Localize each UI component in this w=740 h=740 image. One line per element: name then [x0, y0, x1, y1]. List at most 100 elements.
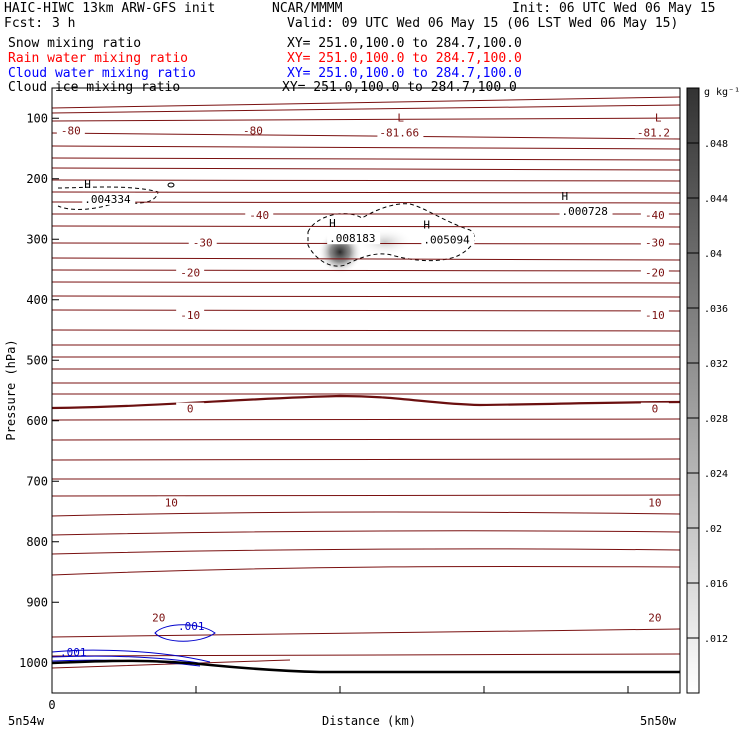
x-ticks [195, 686, 629, 693]
y-tick-label: 200 [26, 172, 48, 186]
contour-label-bg [640, 308, 669, 321]
temperature-labels: -80 -40 -40 -30 -30 -20 -20 -10 -10 0 0 10 10 20 20 -80 [56, 124, 669, 624]
contour-label-bg [56, 124, 85, 137]
colorbar [686, 87, 700, 694]
y-tick-label: 100 [26, 111, 48, 125]
y-tick-label: 500 [26, 353, 48, 367]
contour-label-bg [640, 266, 669, 279]
colorbar-tick-label: .04 [704, 249, 722, 260]
x-left-location: 5n54w [8, 714, 45, 728]
init-time: Init: 06 UTC Wed 06 May 15 [512, 1, 716, 16]
low-marker: L [655, 111, 662, 124]
y-tick-label: 900 [26, 595, 48, 609]
plot-frame [51, 87, 681, 694]
y-tick-label: 400 [26, 293, 48, 307]
extrema-value: -81.2 [637, 126, 670, 139]
extrema-labels: L -81.66 L -81.2 H .004334 H .008183 H .005094 H .0… [82, 111, 674, 246]
x-right-location: 5n50w [640, 714, 677, 728]
colorbar-tick-label: .032 [704, 359, 728, 370]
temp-contour-label-right: 20 [648, 611, 661, 624]
temp-contour-label-left: -30 [193, 236, 213, 249]
colorbar-tick-label: .016 [704, 579, 728, 590]
contour-label-bg [157, 496, 186, 509]
contour-label-bg [176, 308, 205, 321]
extrema-value: .008183 [329, 232, 375, 245]
valid-time: Valid: 09 UTC Wed 06 May 15 (06 LST Wed … [287, 16, 679, 31]
colorbar-unit: g kg⁻¹ [704, 87, 740, 98]
contour-label-bg [640, 611, 669, 624]
temperature-contours [51, 96, 681, 669]
cloud-water-label-low: .001 [60, 646, 87, 659]
colorbar-tick-label: .012 [704, 634, 728, 645]
extrema-label-bg [377, 126, 424, 139]
y-axis-label: Pressure (hPa) [4, 339, 18, 440]
high-marker: H [423, 218, 430, 231]
model-title: HAIC-HIWC 13km ARW-GFS init [4, 1, 216, 16]
extrema-label-bg [421, 233, 475, 246]
fcst-value: 3 h [52, 16, 76, 31]
extrema-value: .000728 [562, 205, 608, 218]
temp-contour-label-right: -40 [645, 209, 665, 222]
contour-label-bg [640, 236, 669, 249]
field-xy-cloud-water: XY= 251.0,100.0 to 284.7,100.0 [287, 66, 522, 81]
contour-label-bg [640, 209, 669, 222]
cloud-water-contour-low-2 [51, 655, 206, 665]
freezing-level-contour [51, 394, 681, 410]
temp-contour-label-right: 10 [648, 496, 661, 509]
terrain-line [51, 659, 680, 674]
y-tick-label: 1000 [19, 656, 48, 670]
cloud-water-contour-low-1 [51, 649, 211, 663]
temp-contour-label-right: 0 [652, 403, 659, 416]
colorbar-tick-label: .028 [704, 414, 728, 425]
temp-contour-label-left: 20 [152, 611, 165, 624]
extrema-label-bg [634, 126, 674, 139]
extrema-value: -81.66 [379, 126, 419, 139]
colorbar-tick-label: .048 [704, 139, 728, 150]
y-tick-label: 700 [26, 474, 48, 488]
field-name-cloud-water: Cloud water mixing ratio [8, 66, 196, 81]
ice-contour-tiny [167, 182, 175, 188]
high-marker: H [329, 217, 336, 230]
x-axis-label: Distance (km) [322, 714, 416, 728]
extrema-label-bg [82, 192, 136, 205]
temp-contour-label-left: -10 [180, 309, 200, 322]
contour-label-bg [245, 209, 274, 222]
colorbar-tick-label: .024 [704, 469, 728, 480]
contour-label-bg [640, 402, 669, 415]
org-label: NCAR/MMMM [272, 1, 343, 16]
x-start-label: 0 [48, 698, 55, 712]
temp-contour-label-left: 10 [165, 496, 178, 509]
temp-contour-label-right: -30 [645, 236, 665, 249]
extrema-value: .005094 [423, 233, 470, 246]
ice-contour-left [57, 186, 159, 210]
y-tick-label: 300 [26, 232, 48, 246]
colorbar-ticks: .012 .016 .02 .024 .028 .032 .036 .04 .044 .048 [687, 139, 728, 645]
colorbar-tick-label: .044 [704, 194, 728, 205]
contour-label-bg [640, 496, 669, 509]
field-xy-snow: XY= 251.0,100.0 to 284.7,100.0 [287, 36, 522, 51]
fcst-label: Fcst: [4, 16, 44, 31]
high-marker: H [562, 190, 569, 203]
temp-contour-label-left: -40 [249, 209, 269, 222]
low-marker: L [397, 111, 404, 124]
extrema-label-bg [559, 204, 613, 217]
temp-contour-label-left: -80 [61, 124, 81, 137]
temp-contour-label-mid: -80 [243, 124, 263, 137]
temp-contour-label-left: -20 [180, 267, 200, 280]
cloud-water-contour-small [154, 624, 216, 642]
cloud-water-label-small: .001 [178, 620, 205, 633]
contour-label-bg [176, 266, 205, 279]
y-axis: 100 200 300 400 500 600 700 800 900 1000 [19, 111, 59, 670]
extrema-label-bg [327, 232, 381, 245]
colorbar-tick-label: .036 [704, 304, 728, 315]
extrema-value: .004334 [84, 193, 131, 206]
contour-label-bg [176, 402, 205, 415]
field-name-snow: Snow mixing ratio [8, 36, 142, 51]
contour-label-bg [144, 611, 173, 624]
temp-contour-label-right: -10 [645, 309, 665, 322]
field-xy-rain: XY= 251.0,100.0 to 284.7,100.0 [287, 51, 522, 66]
contour-label-bg [188, 236, 217, 249]
temp-contour-label-left: 0 [187, 403, 194, 416]
y-tick-label: 600 [26, 414, 48, 428]
